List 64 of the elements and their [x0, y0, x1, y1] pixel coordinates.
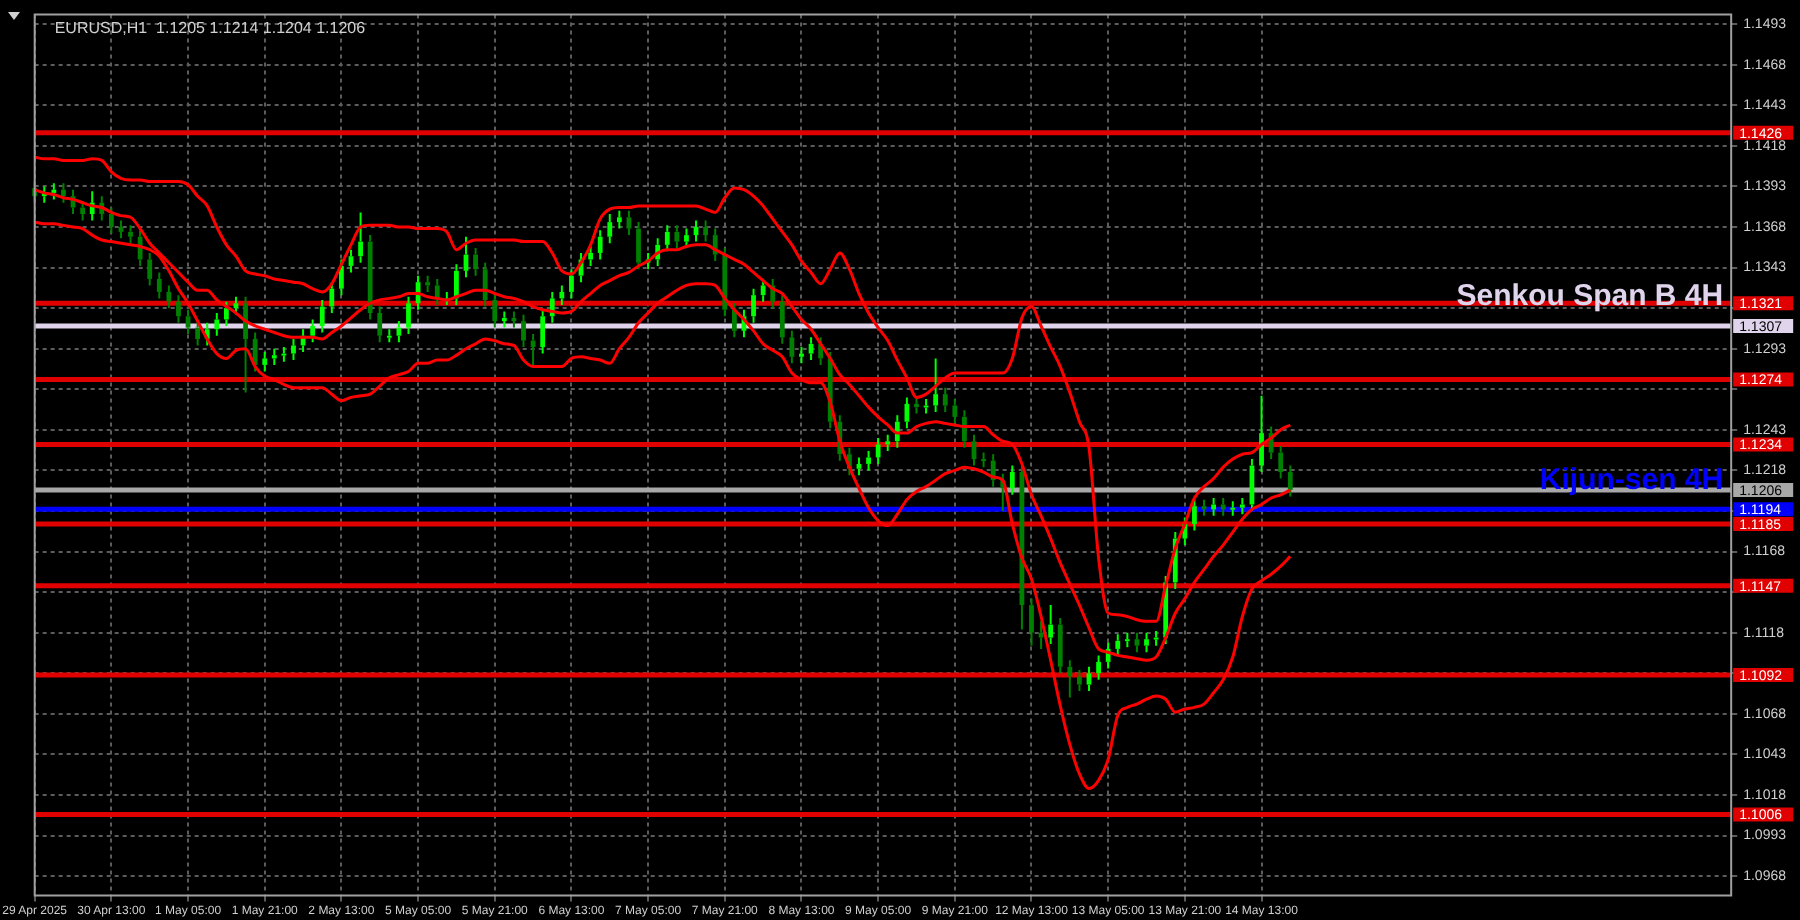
candlestick [607, 213, 613, 245]
candlestick [1048, 604, 1054, 646]
candlestick [981, 451, 986, 469]
candlestick [214, 312, 220, 337]
candlestick [147, 251, 153, 287]
candlestick [262, 350, 268, 373]
candlestick [377, 305, 383, 344]
candlestick [674, 224, 680, 250]
candlestick [473, 247, 478, 277]
candlestick [367, 234, 373, 321]
candlestick [482, 261, 488, 308]
candlestick [166, 284, 172, 310]
candlestick [281, 346, 287, 363]
candlestick [1077, 669, 1082, 693]
candlestick [243, 295, 248, 394]
candlestick [1230, 500, 1236, 517]
candlestick [1220, 497, 1226, 517]
candlestick [779, 294, 785, 345]
candlestick [1096, 654, 1101, 681]
candlestick [128, 224, 133, 245]
candlestick [588, 245, 593, 267]
candlestick [559, 284, 565, 306]
candlestick [425, 274, 431, 293]
candlestick [1144, 631, 1149, 654]
candlestick [597, 229, 603, 261]
candlestick [1211, 497, 1216, 517]
candlestick [521, 313, 526, 349]
candlestick [358, 211, 363, 264]
candlestick [492, 292, 498, 329]
candlestick [866, 449, 871, 472]
candlestick [291, 337, 296, 362]
candlestick [616, 209, 622, 230]
candlestick [914, 396, 919, 415]
candlestick [942, 386, 948, 413]
candlestick [271, 347, 277, 366]
candlestick [1057, 617, 1063, 675]
candlestick [799, 346, 804, 365]
candlestick [156, 271, 162, 300]
candlestick [406, 295, 411, 336]
candlestick [540, 308, 546, 355]
candlestick [789, 329, 795, 365]
candlestick [454, 263, 459, 306]
candlestick [1239, 497, 1245, 516]
candlestick [1134, 631, 1140, 654]
chart-title: EURUSD,H1 1.1205 1.1214 1.1204 1.1206 [54, 18, 367, 37]
candlestick [1259, 394, 1264, 474]
candlestick [1009, 464, 1015, 496]
candlestick [885, 433, 891, 452]
candlestick [1115, 633, 1121, 657]
candlestick [703, 219, 709, 243]
annotation: Kijun-sen 4H [1539, 462, 1724, 497]
candlestick [962, 409, 967, 449]
candlestick [1278, 445, 1284, 480]
candlestick [501, 310, 507, 329]
candlestick [933, 357, 939, 413]
candlestick [1029, 597, 1034, 647]
candlestick [875, 436, 881, 465]
candlestick [1067, 659, 1073, 699]
candlestick [751, 287, 756, 324]
candlestick [952, 398, 958, 425]
candlestick [319, 299, 325, 334]
candlestick [1124, 631, 1130, 649]
candlestick [176, 294, 181, 324]
candlestick [386, 328, 392, 344]
